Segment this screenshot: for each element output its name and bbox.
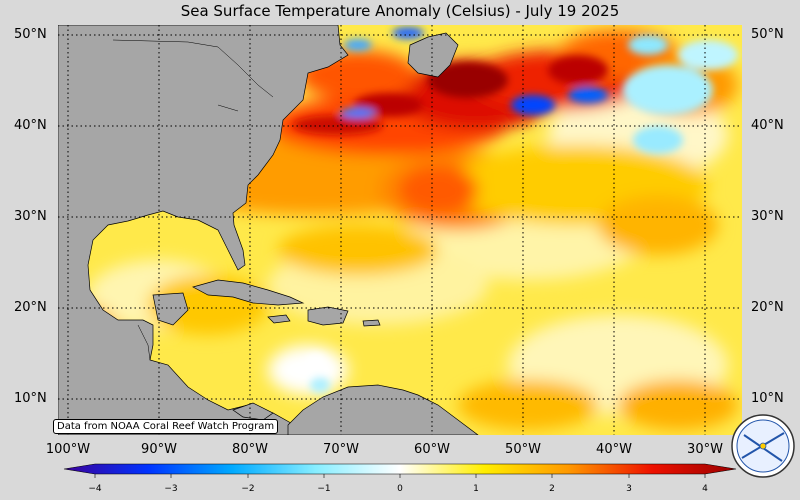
nexlab-logo bbox=[731, 414, 795, 478]
colorbar-tick-label: 0 bbox=[397, 484, 403, 494]
colorbar-ticks bbox=[94, 474, 706, 478]
colorbar-tick-label: 2 bbox=[549, 484, 555, 494]
source-note: Data from NOAA Coral Reef Watch Program bbox=[53, 419, 279, 434]
colorbar-tick-label: −2 bbox=[241, 484, 255, 494]
lon-label: 70°W bbox=[323, 442, 359, 457]
lat-label-right: 30°N bbox=[751, 209, 784, 224]
lat-label-right: 10°N bbox=[751, 391, 784, 406]
lat-label-right: 40°N bbox=[751, 118, 784, 133]
lon-label: 80°W bbox=[232, 442, 268, 457]
lon-label: 30°W bbox=[687, 442, 723, 457]
lon-label: 60°W bbox=[414, 442, 450, 457]
colorbar-gradient bbox=[63, 463, 737, 475]
lat-label-left: 10°N bbox=[14, 391, 47, 406]
colorbar-tick-label: −3 bbox=[164, 484, 178, 494]
lon-label: 90°W bbox=[141, 442, 177, 457]
colorbar-tick-label: 3 bbox=[626, 484, 632, 494]
colorbar-tick-label: 4 bbox=[702, 484, 708, 494]
colorbar-tick-label: −1 bbox=[317, 484, 331, 494]
map-area bbox=[58, 25, 742, 435]
colorbar bbox=[63, 463, 737, 478]
sst-anomaly-map bbox=[58, 25, 742, 435]
lon-label: 50°W bbox=[505, 442, 541, 457]
graticule bbox=[58, 25, 742, 435]
map-title: Sea Surface Temperature Anomaly (Celsius… bbox=[180, 2, 620, 20]
lat-label-left: 30°N bbox=[14, 209, 47, 224]
lon-label: 100°W bbox=[45, 442, 91, 457]
colorbar-tick-label: −4 bbox=[88, 484, 102, 494]
lat-label-right: 50°N bbox=[751, 27, 784, 42]
lat-label-right: 20°N bbox=[751, 300, 784, 315]
lat-label-left: 40°N bbox=[14, 118, 47, 133]
anomaly-field-detail bbox=[293, 27, 738, 393]
colorbar-tick-label: 1 bbox=[473, 484, 479, 494]
lat-label-left: 50°N bbox=[14, 27, 47, 42]
borders bbox=[112, 39, 274, 361]
lat-label-left: 20°N bbox=[14, 300, 47, 315]
lon-label: 40°W bbox=[596, 442, 632, 457]
